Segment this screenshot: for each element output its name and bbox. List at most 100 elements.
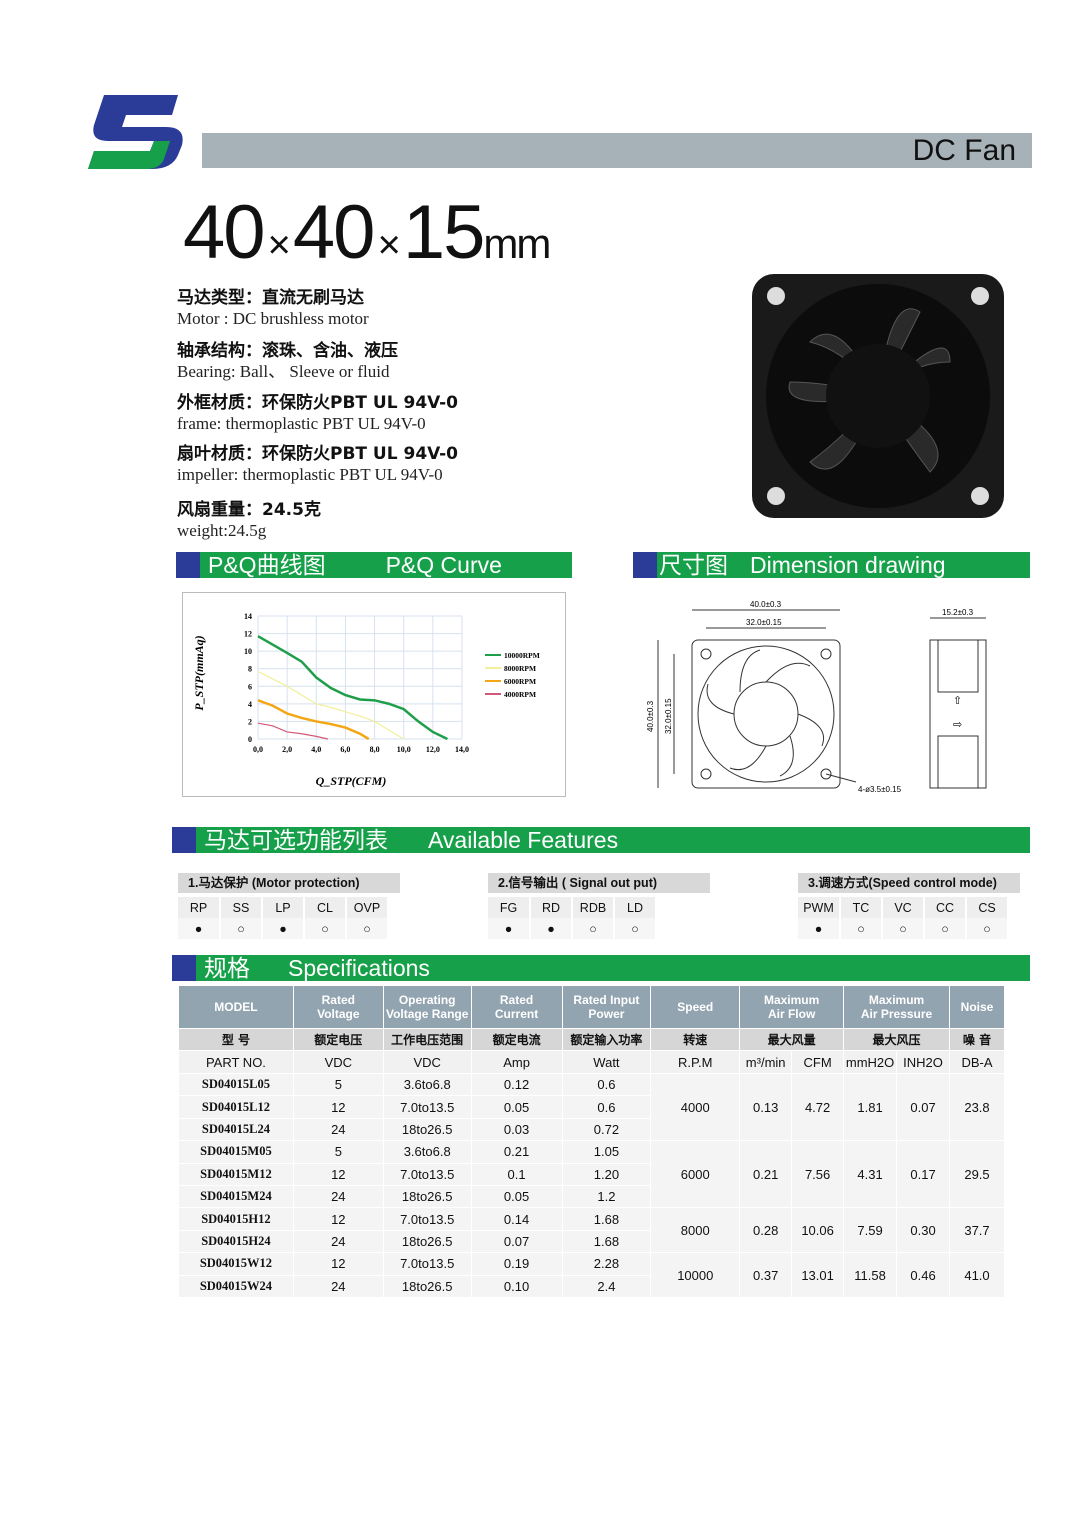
table-cell: 0.10 [470, 1274, 563, 1298]
unit-cell: R.P.M [650, 1050, 741, 1074]
feature-label: LD [614, 897, 657, 918]
title-x: × [377, 223, 400, 267]
model-cell: SD04015W12 [178, 1252, 294, 1276]
column-header-cn: 型 号 [178, 1028, 294, 1051]
feature-label: CC [924, 897, 967, 918]
table-cell: 7.0to13.5 [382, 1252, 472, 1276]
group-cell: 0.30 [896, 1207, 951, 1254]
table-row: SD04015W12 12 7.0to13.5 0.19 2.28 10000 0.37 13… [178, 1252, 1005, 1298]
spec-bearing: 轴承结构：滚珠、含油、液压 Bearing: Ball、 Sleeve or fl… [177, 340, 697, 382]
title-x: × [267, 223, 291, 267]
group-cell: 11.58 [843, 1252, 898, 1298]
table-cell: 0.1 [470, 1162, 563, 1186]
product-type: DC Fan [912, 134, 1016, 167]
table-cell: 0.05 [470, 1184, 563, 1209]
column-header: Rated Current [470, 985, 563, 1029]
group-cell: 0.46 [896, 1252, 951, 1298]
column-header-text: Maximum Air Pressure [860, 993, 933, 1021]
table-row: SD04015H12 12 7.0to13.5 0.14 1.68 8000 0.28 10.… [178, 1207, 1005, 1254]
table-row: SD04015M05 5 3.6to6.8 0.21 1.05 6000 0.21 7.56 4… [178, 1140, 1005, 1209]
title-depth: 15 [402, 190, 486, 275]
table-cell: 5 [292, 1072, 384, 1097]
group-cell: 8000 [650, 1207, 741, 1254]
section-title-cn: 规格 [204, 955, 250, 981]
group-cell: 23.8 [949, 1072, 1005, 1142]
section-title-en: P&Q Curve [385, 552, 502, 578]
x-axis-label: Q_STP(CFM) [316, 774, 387, 788]
specifications-table: MODEL Rated Voltage Operating Voltage Rang… [178, 985, 1005, 1298]
feature-label: TC [840, 897, 883, 918]
spec-frame: 外框材质：环保防火PBT UL 94V-0 frame: thermoplasti… [177, 392, 697, 434]
column-header-text: Noise [960, 1000, 994, 1014]
dimension-drawing: 40.0±0.3 32.0±0.15 40.0±0.3 32.0±0.15 15… [646, 600, 987, 794]
fan-photo [752, 274, 1004, 518]
feature-label: RP [178, 897, 221, 918]
x-tick-label: 2,0 [282, 745, 292, 754]
group-cell: 10.06 [791, 1207, 845, 1254]
column-header-text: Rated Current [494, 993, 539, 1021]
group-cell: 7.59 [843, 1207, 898, 1254]
table-cell: 7.0to13.5 [382, 1095, 472, 1119]
table-row: SD04015L24 24 18to26.5 0.03 0.72 [178, 1117, 1005, 1142]
group-cell: 0.28 [739, 1207, 793, 1254]
dim-holes: 4-ø3.5±0.15 [858, 785, 902, 794]
product-size-title: 40 ×40 ×15mm [183, 188, 551, 290]
column-header-cn: 最大风压 [843, 1028, 951, 1051]
group-cell: 0.37 [739, 1252, 793, 1298]
model-cell: SD04015W24 [178, 1274, 294, 1298]
empty-dot-icon: ○ [304, 918, 347, 939]
filled-dot-icon: ● [488, 918, 531, 939]
group-cell: 6000 [650, 1140, 741, 1209]
group-cell: 0.17 [896, 1140, 951, 1209]
table-cell: 1.68 [561, 1229, 652, 1254]
table-cell: 0.21 [470, 1140, 563, 1164]
model-cell: SD04015H24 [178, 1229, 294, 1254]
y-tick-label: 2 [248, 717, 252, 726]
empty-dot-icon: ○ [924, 918, 967, 939]
table-cell: 18to26.5 [382, 1229, 472, 1254]
filled-dot-icon: ● [798, 918, 841, 939]
column-header-text: Rated Input Power [573, 993, 640, 1021]
y-tick-label: 8 [248, 665, 252, 674]
table-cell: 7.0to13.5 [382, 1162, 472, 1186]
model-cell: SD04015M12 [178, 1162, 294, 1186]
x-tick-label: 14,0 [455, 745, 469, 754]
table-cell: 0.03 [470, 1117, 563, 1142]
table-cell: 1.20 [561, 1162, 652, 1186]
table-row: SD04015M24 24 18to26.5 0.05 1.2 [178, 1184, 1005, 1209]
table-cell: 3.6to6.8 [382, 1140, 472, 1164]
series-line-6000RPM [257, 699, 370, 741]
table-cell: 1.68 [561, 1207, 652, 1231]
unit-cell: Watt [561, 1050, 652, 1074]
unit-cell: CFM [791, 1050, 845, 1074]
dim-inner-width: 32.0±0.15 [746, 618, 782, 627]
table-cell: 7.0to13.5 [382, 1207, 472, 1231]
column-header-cn: 工作电压范围 [382, 1028, 472, 1051]
column-header: Maximum Air Pressure [843, 985, 951, 1029]
pq-chart: 0,0 2,0 4,0 6,0 8,0 10,0 12,0 14,0 0 2 4 6 8 10 12 14 10… [182, 592, 566, 797]
table-cell: 24 [292, 1229, 384, 1254]
column-header-text: Maximum Air Flow [763, 993, 820, 1021]
column-header-text: Operating Voltage Range [385, 993, 469, 1021]
column-header-cn: 额定电压 [292, 1028, 384, 1051]
spec-en: weight:24.5g [177, 521, 267, 540]
y-tick-label: 6 [248, 682, 252, 691]
feature-label: OVP [346, 897, 389, 918]
model-cell: SD04015M24 [178, 1184, 294, 1209]
table-cell: 0.07 [470, 1229, 563, 1254]
y-tick-label: 10 [244, 647, 252, 656]
dim-inner-height: 32.0±0.15 [664, 698, 673, 734]
series-line-4000RPM [257, 722, 329, 740]
spec-cn: 外框材质：环保防火PBT UL 94V-0 [177, 393, 458, 413]
group-cell: 1.81 [843, 1072, 898, 1142]
filled-dot-icon: ● [178, 918, 221, 939]
series-line-8000RPM [257, 670, 405, 740]
column-header: Speed [650, 985, 741, 1029]
table-cell: 18to26.5 [382, 1184, 472, 1209]
filled-dot-icon: ● [530, 918, 573, 939]
airflow-arrow-icon: ⇧ [953, 695, 962, 707]
table-cell: 0.6 [561, 1072, 652, 1097]
legend-label: 8000RPM [504, 664, 536, 673]
group-cell: 4.72 [791, 1072, 845, 1142]
empty-dot-icon: ○ [614, 918, 657, 939]
